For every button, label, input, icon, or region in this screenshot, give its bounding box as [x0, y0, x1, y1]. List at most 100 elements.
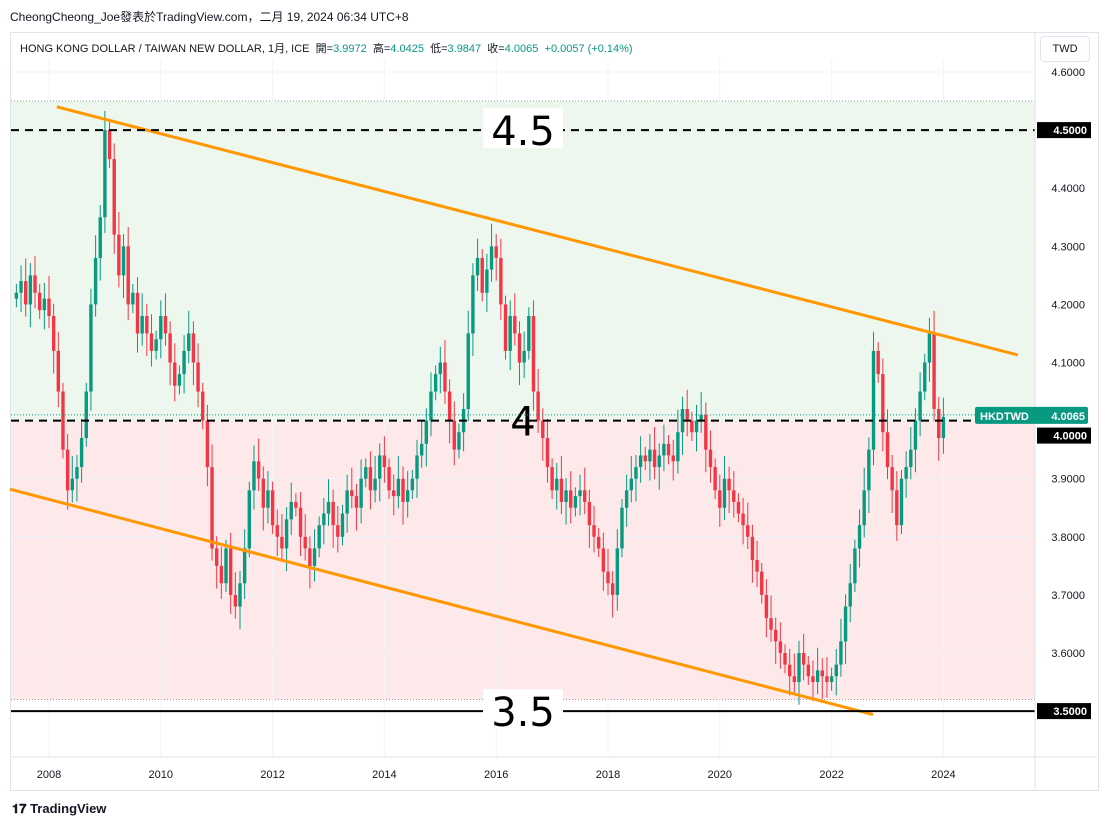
candle-body	[121, 246, 126, 276]
candle-body	[764, 594, 769, 619]
candle-body	[704, 414, 708, 450]
x-tick-label: 2016	[484, 769, 508, 781]
candle-body	[927, 333, 932, 363]
candle-body	[433, 374, 438, 392]
candle-body	[275, 525, 279, 537]
candle-body	[312, 548, 317, 566]
candle-body	[848, 583, 852, 607]
candle-body	[224, 548, 228, 584]
candle-body	[643, 455, 647, 462]
candle-body	[131, 292, 135, 305]
candle-body	[890, 467, 894, 491]
y-tick-label: 3.9000	[1051, 474, 1085, 486]
candle-body	[708, 449, 713, 468]
candle-body	[555, 478, 559, 491]
y-tick-label: 4.2000	[1051, 299, 1085, 311]
candle-body	[583, 490, 587, 502]
candle-body	[42, 298, 47, 311]
candle-body	[173, 362, 177, 386]
candle-body	[648, 449, 652, 462]
candle-body	[792, 676, 797, 683]
candle-body	[345, 490, 349, 514]
candle-body	[867, 449, 871, 491]
level-label-bg	[483, 689, 563, 730]
candle-body	[392, 490, 396, 497]
candle-body	[419, 443, 424, 456]
candle-body	[228, 548, 233, 595]
candle-body	[233, 594, 238, 607]
candle-body	[112, 159, 116, 235]
candle-body	[904, 467, 908, 479]
candle-body	[252, 461, 256, 491]
candle-body	[615, 548, 620, 595]
candle-body	[573, 496, 578, 508]
low-label: 低=	[430, 43, 448, 55]
candle-body	[368, 467, 373, 491]
y-tick-label: 3.6000	[1051, 648, 1085, 660]
candle-body	[671, 455, 675, 462]
candle-body	[722, 478, 727, 508]
candle-body	[610, 583, 615, 595]
level-label-4: 4	[510, 400, 535, 446]
candle-body	[513, 316, 517, 334]
candle-body	[885, 432, 890, 468]
candle-body	[545, 438, 550, 468]
x-tick-label: 2014	[372, 769, 396, 781]
brand-name: TradingView	[30, 801, 107, 816]
candle-body	[569, 490, 573, 508]
candle-body	[624, 490, 629, 508]
candle-body	[382, 455, 387, 468]
currency-button[interactable]: TWD	[1040, 36, 1090, 62]
candle-body	[685, 408, 689, 421]
candle-body	[322, 513, 326, 526]
level-label-bg	[483, 108, 563, 149]
candle-body	[746, 525, 750, 537]
candle-body	[289, 501, 293, 520]
candle-body	[475, 257, 480, 276]
candle-body	[438, 362, 442, 375]
candle-body	[662, 443, 666, 456]
tv-logo-icon: 𝟏𝟕	[12, 801, 31, 816]
candle-body	[410, 478, 415, 491]
candle-body	[527, 316, 531, 351]
candle-body	[163, 316, 168, 334]
candle-body	[415, 455, 419, 479]
candle-body	[587, 501, 592, 526]
y-tick-label: 4.4000	[1051, 183, 1085, 195]
candle-body	[834, 664, 838, 677]
close-label: 收=	[487, 43, 505, 55]
x-tick-label: 2020	[708, 769, 732, 781]
close-value: 4.0065	[504, 43, 539, 55]
candle-body	[829, 676, 834, 683]
symbol-name: HONG KONG DOLLAR / TAIWAN NEW DOLLAR, 1月…	[20, 43, 310, 55]
x-tick-label: 2018	[596, 769, 620, 781]
candle-body	[638, 455, 643, 468]
candle-body	[499, 257, 503, 305]
level-price-tag-bg	[1037, 703, 1091, 720]
candle-body	[471, 275, 475, 334]
y-tick-label: 4.3000	[1051, 241, 1085, 253]
candle-body	[219, 565, 224, 584]
candle-body	[760, 571, 764, 595]
chart-frame	[10, 32, 1099, 791]
candle-body	[19, 281, 23, 293]
candle-body	[913, 420, 918, 450]
candle-body	[149, 333, 154, 351]
candle-body	[820, 670, 824, 677]
candle-body	[447, 391, 452, 421]
zone-0	[11, 101, 1035, 421]
candle-body	[65, 449, 70, 491]
candle-body	[51, 316, 56, 351]
candle-body	[135, 292, 140, 334]
candle-body	[601, 548, 606, 572]
level-price-tag: 4.0000	[1053, 431, 1087, 443]
candle-body	[941, 416, 946, 439]
candle-body	[405, 490, 410, 502]
candle-body	[61, 391, 65, 450]
candle-body	[359, 478, 363, 508]
candle-body	[89, 304, 93, 392]
candle-body	[14, 292, 19, 299]
candle-body	[909, 449, 913, 468]
candle-body	[396, 478, 401, 497]
